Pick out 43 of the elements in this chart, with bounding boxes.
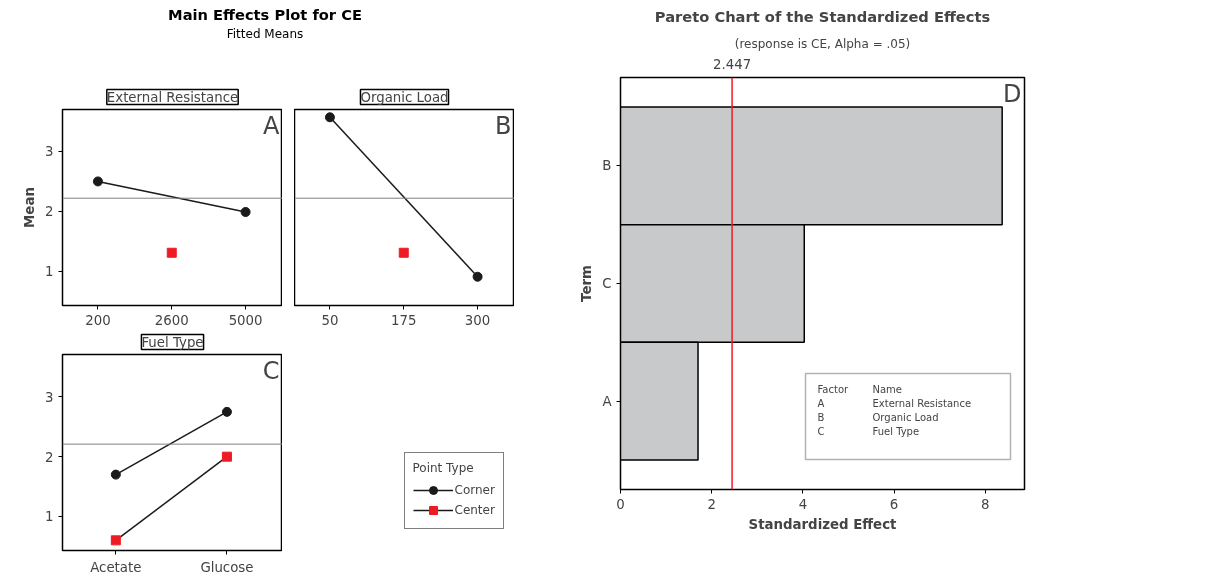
x-tick-label: 200: [85, 312, 111, 328]
x-axis-title: Organic Load: [359, 89, 449, 105]
y-axis-title: Term: [579, 265, 595, 302]
text: B Organic Load: [817, 411, 939, 423]
y-tick-label: A: [602, 393, 612, 409]
annotation: B: [494, 111, 511, 140]
y-tick-label: 3: [45, 389, 54, 405]
text: C Fuel Type: [817, 425, 920, 437]
x-tick-label: Acetate: [90, 559, 142, 575]
annotation: D: [1003, 79, 1022, 108]
chart-title: Main Effects Plot for CE: [167, 5, 363, 25]
legend-label: Corner: [454, 483, 495, 497]
x-tick-label: 6: [889, 496, 899, 512]
x-tick-label: Glucose: [200, 559, 254, 575]
y-tick-label: 1: [45, 264, 54, 280]
ref-line-label: 2.447: [713, 56, 752, 72]
chart-subtitle: Fitted Means: [225, 25, 305, 43]
text: A External Resistance: [817, 397, 972, 409]
annotation: C: [262, 356, 280, 385]
annotation: A: [263, 111, 281, 140]
x-tick-label: 2600: [154, 312, 189, 328]
text: Factor Name: [817, 383, 903, 395]
chart-title: Pareto Chart of the Standardized Effects: [654, 7, 991, 25]
x-tick-label: 8: [981, 496, 990, 512]
y-tick-label: B: [602, 158, 612, 174]
legend-title: Point Type: [412, 461, 475, 475]
x-tick-label: 300: [464, 312, 490, 328]
x-tick-label: 5000: [228, 312, 263, 328]
y-axis-title: Mean: [22, 187, 38, 228]
y-tick-label: 2: [45, 449, 54, 465]
x-tick-label: 0: [616, 496, 625, 512]
x-axis-title: Standardized Effect: [748, 516, 898, 532]
x-tick-label: 50: [320, 312, 338, 328]
x-tick-label: 175: [390, 312, 416, 328]
legend-label: Center: [454, 503, 495, 517]
y-tick-label: 2: [45, 204, 54, 220]
y-tick-label: 3: [45, 144, 54, 160]
chart-subtitle: (response is CE, Alpha = .05): [734, 36, 911, 51]
x-tick-label: 4: [798, 496, 808, 512]
x-axis-title: Fuel Type: [141, 334, 204, 350]
y-tick-label: 1: [45, 509, 54, 525]
y-tick-label: C: [602, 276, 612, 291]
x-tick-label: 2: [707, 496, 716, 512]
